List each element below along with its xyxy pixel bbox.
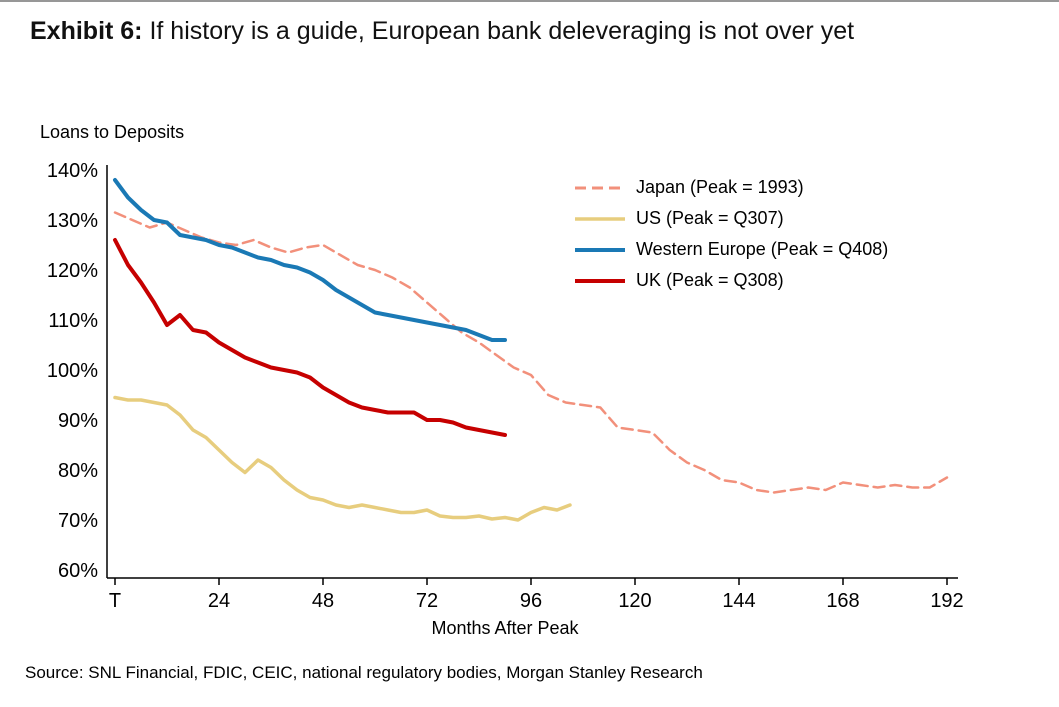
series-line-us: [113, 395, 572, 522]
legend-item-western-europe: Western Europe (Peak = Q408): [574, 238, 888, 261]
y-axis-title: Loans to Deposits: [40, 122, 185, 142]
x-tick-label: 72: [416, 590, 438, 612]
y-tick-label: 70%: [58, 510, 98, 532]
x-tick-label: 96: [520, 590, 542, 612]
exhibit-title: Exhibit 6: If history is a guide, Europe…: [30, 13, 980, 50]
y-tick-label: 60%: [58, 560, 98, 582]
japan-line-swatch: [575, 186, 625, 189]
y-tick-label: 130%: [47, 210, 98, 232]
y-tick-label: 140%: [47, 160, 98, 182]
y-tick-label: 90%: [58, 410, 98, 432]
x-tick-label: 120: [618, 590, 651, 612]
legend-item-us: US (Peak = Q307): [574, 207, 888, 230]
x-tick-label: 48: [312, 590, 334, 612]
x-tick-label: 144: [722, 590, 755, 612]
series-line-uk: [113, 238, 507, 437]
x-tick-label: 192: [930, 590, 963, 612]
legend-item-uk: UK (Peak = Q308): [574, 269, 888, 292]
exhibit-number: Exhibit 6:: [30, 17, 143, 45]
exhibit-title-text: If history is a guide, European bank del…: [142, 17, 855, 45]
legend-label-japan: Japan (Peak = 1993): [636, 177, 804, 197]
x-tick-label: T: [109, 590, 121, 612]
legend-label-western-europe: Western Europe (Peak = Q408): [636, 239, 889, 259]
series-line-western-europe: [113, 178, 507, 342]
western-europe-line-swatch: [575, 247, 625, 252]
y-tick-label: 80%: [58, 460, 98, 482]
top-divider: [0, 0, 1059, 2]
legend-item-japan: Japan (Peak = 1993): [574, 176, 888, 199]
x-axis-title: Months After Peak: [431, 618, 579, 638]
y-tick-label: 120%: [47, 260, 98, 282]
y-tick-label: 110%: [48, 310, 98, 332]
x-tick-label: 24: [208, 590, 230, 612]
y-tick-label: 100%: [47, 360, 98, 382]
uk-line-swatch: [575, 278, 625, 283]
chart-legend: Japan (Peak = 1993) US (Peak = Q307) Wes…: [574, 176, 888, 300]
line-chart: 140% 130% 120% 110% 100% 90% 80% 70% 60% T 24 48 72 9…: [47, 160, 964, 612]
legend-label-us: US (Peak = Q307): [636, 208, 784, 228]
source-note: Source: SNL Financial, FDIC, CEIC, natio…: [25, 663, 703, 682]
x-tick-label: 168: [826, 590, 859, 612]
us-line-swatch: [575, 216, 625, 221]
series-line-japan: [113, 211, 949, 494]
legend-label-uk: UK (Peak = Q308): [636, 270, 784, 290]
